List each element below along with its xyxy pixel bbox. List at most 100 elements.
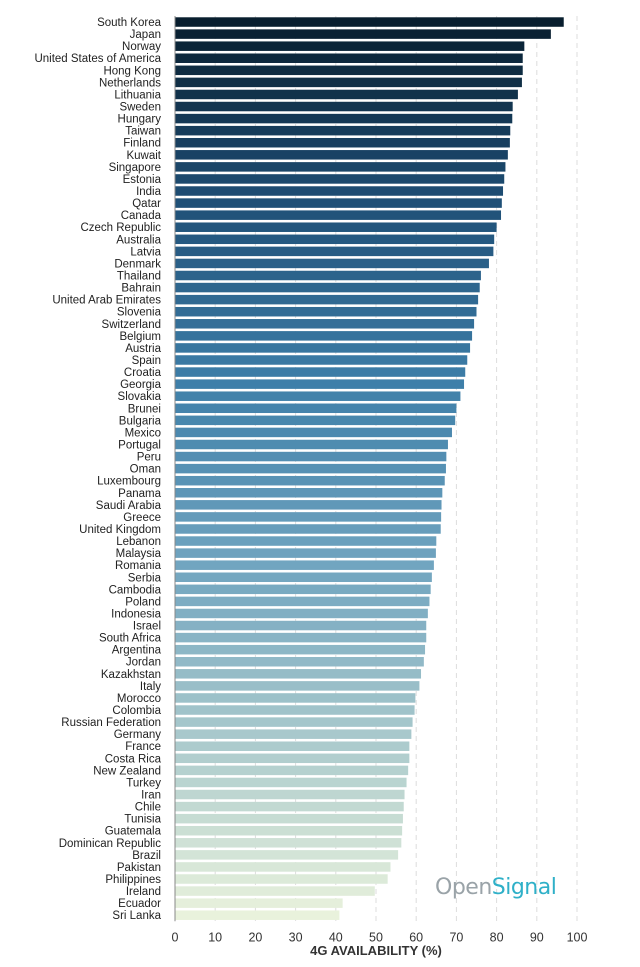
bar (175, 282, 480, 293)
category-label: Sweden (119, 102, 161, 114)
category-label: Philippines (105, 874, 161, 886)
bar (175, 765, 409, 776)
bar (175, 379, 465, 389)
category-label: Tunisia (124, 814, 161, 826)
bar (175, 294, 479, 305)
bar (175, 65, 523, 76)
category-label: Qatar (132, 198, 161, 210)
bar (175, 306, 477, 317)
bar (175, 874, 388, 884)
bar (175, 886, 375, 896)
bar (175, 898, 343, 908)
category-label: Bahrain (121, 283, 161, 295)
bar (175, 777, 407, 788)
category-label: Lithuania (114, 89, 161, 101)
bar (175, 512, 442, 522)
bar (175, 681, 420, 691)
category-label: Poland (125, 596, 161, 608)
x-tick-label: 30 (289, 930, 303, 944)
category-label: Netherlands (99, 77, 161, 89)
category-label: Russian Federation (61, 717, 161, 729)
bar (175, 210, 502, 220)
bar (175, 669, 422, 679)
category-label: Czech Republic (80, 222, 161, 234)
category-label: Colombia (112, 705, 161, 717)
category-label: Romania (115, 560, 162, 572)
bar (175, 234, 495, 245)
bar (175, 910, 340, 920)
x-tick-label: 0 (172, 930, 179, 944)
category-label: Austria (125, 343, 161, 355)
category-label: Portugal (118, 439, 161, 451)
category-label: South Korea (97, 17, 162, 29)
bar (175, 608, 428, 619)
x-axis-title: 4G AVAILABILITY (%) (310, 943, 442, 958)
bar (175, 174, 505, 184)
category-label: Malaysia (116, 548, 162, 560)
bar (175, 536, 437, 546)
x-tick-label: 60 (409, 930, 423, 944)
x-tick-label: 50 (369, 930, 383, 944)
category-label: Indonesia (111, 608, 161, 620)
x-tick-labels: 0 10 20 30 40 50 60 70 80 90 100 (172, 930, 588, 944)
x-tick-label: 40 (329, 930, 343, 944)
bar (175, 29, 551, 39)
x-tick-label: 100 (567, 930, 588, 944)
category-label: France (125, 741, 161, 753)
bar (175, 113, 513, 124)
bar (175, 620, 427, 631)
bar (175, 137, 510, 148)
category-label: Estonia (123, 174, 162, 186)
category-label: United Kingdom (79, 524, 161, 536)
category-label: Ecuador (118, 898, 161, 910)
category-label: Japan (130, 29, 161, 41)
bar (175, 644, 426, 655)
bar (175, 656, 424, 667)
category-label: South Africa (99, 633, 162, 645)
category-label: New Zealand (93, 765, 161, 777)
category-label: Serbia (128, 572, 162, 584)
bar (175, 729, 412, 739)
category-label: Singapore (109, 162, 161, 174)
category-label: Sri Lanka (112, 910, 161, 922)
category-label: Ireland (126, 886, 161, 898)
bar (175, 705, 415, 715)
bar (175, 463, 446, 474)
category-label: Panama (118, 488, 161, 500)
bar (175, 475, 445, 486)
bar (175, 415, 456, 426)
category-label: Turkey (126, 777, 161, 789)
bar (175, 150, 508, 160)
category-label: Norway (122, 41, 161, 53)
category-label: Australia (116, 234, 161, 246)
x-tick-label: 80 (490, 930, 504, 944)
bar (175, 693, 416, 703)
category-label: Taiwan (125, 126, 161, 138)
bar (175, 41, 525, 51)
category-label: Switzerland (102, 319, 161, 331)
category-label: Dominican Republic (59, 838, 162, 850)
category-label: Slovakia (118, 391, 162, 403)
category-label: Oman (130, 464, 161, 476)
category-label: Kuwait (126, 150, 161, 162)
bar (175, 222, 497, 232)
category-label: Pakistan (117, 862, 161, 874)
bar (175, 391, 461, 401)
category-label: Lebanon (116, 536, 161, 548)
bars (175, 17, 564, 920)
category-label: Kazakhstan (101, 669, 161, 681)
category-label: Cambodia (109, 584, 162, 596)
x-tick-label: 70 (449, 930, 463, 944)
bar (175, 101, 513, 112)
category-label: Finland (123, 138, 161, 150)
bar (175, 717, 413, 727)
category-label: Iran (141, 790, 161, 802)
bar (175, 488, 443, 498)
bar (175, 584, 431, 595)
bar (175, 753, 410, 764)
bar (175, 125, 511, 136)
bar (175, 838, 402, 848)
category-label: Luxembourg (97, 476, 161, 488)
